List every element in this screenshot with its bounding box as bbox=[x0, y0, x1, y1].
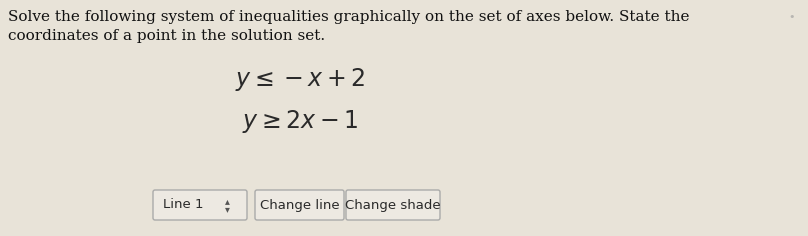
Text: Line 1: Line 1 bbox=[162, 198, 204, 211]
Text: $y \geq 2x - 1$: $y \geq 2x - 1$ bbox=[242, 108, 358, 135]
Text: •: • bbox=[789, 12, 795, 22]
Text: ▴
▾: ▴ ▾ bbox=[225, 196, 229, 214]
Text: $y \leq -x + 2$: $y \leq -x + 2$ bbox=[235, 66, 365, 93]
Text: Solve the following system of inequalities graphically on the set of axes below.: Solve the following system of inequaliti… bbox=[8, 10, 689, 24]
FancyBboxPatch shape bbox=[255, 190, 344, 220]
Text: Change line: Change line bbox=[259, 198, 339, 211]
Text: Change shade: Change shade bbox=[345, 198, 441, 211]
FancyBboxPatch shape bbox=[346, 190, 440, 220]
Text: coordinates of a point in the solution set.: coordinates of a point in the solution s… bbox=[8, 29, 325, 43]
FancyBboxPatch shape bbox=[153, 190, 247, 220]
